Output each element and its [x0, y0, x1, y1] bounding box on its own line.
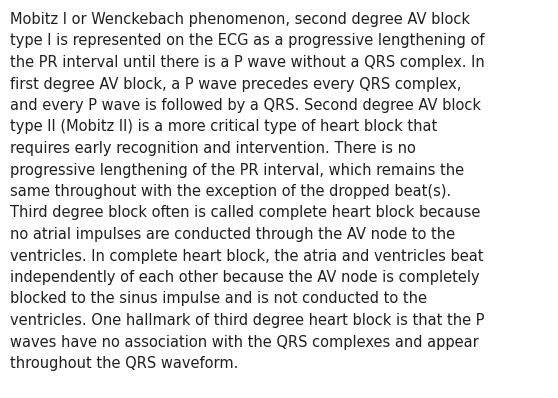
Text: throughout the QRS waveform.: throughout the QRS waveform.	[10, 356, 238, 371]
Text: and every P wave is followed by a QRS. Second degree AV block: and every P wave is followed by a QRS. S…	[10, 98, 481, 113]
Text: ventricles. In complete heart block, the atria and ventricles beat: ventricles. In complete heart block, the…	[10, 248, 483, 263]
Text: progressive lengthening of the PR interval, which remains the: progressive lengthening of the PR interv…	[10, 162, 464, 178]
Text: first degree AV block, a P wave precedes every QRS complex,: first degree AV block, a P wave precedes…	[10, 76, 461, 92]
Text: the PR interval until there is a P wave without a QRS complex. In: the PR interval until there is a P wave …	[10, 55, 485, 70]
Text: blocked to the sinus impulse and is not conducted to the: blocked to the sinus impulse and is not …	[10, 291, 427, 306]
Text: waves have no association with the QRS complexes and appear: waves have no association with the QRS c…	[10, 334, 479, 349]
Text: no atrial impulses are conducted through the AV node to the: no atrial impulses are conducted through…	[10, 227, 455, 242]
Text: ventricles. One hallmark of third degree heart block is that the P: ventricles. One hallmark of third degree…	[10, 313, 484, 328]
Text: Mobitz I or Wenckebach phenomenon, second degree AV block: Mobitz I or Wenckebach phenomenon, secon…	[10, 12, 470, 27]
Text: type I is represented on the ECG as a progressive lengthening of: type I is represented on the ECG as a pr…	[10, 33, 484, 49]
Text: type II (Mobitz II) is a more critical type of heart block that: type II (Mobitz II) is a more critical t…	[10, 119, 437, 135]
Text: same throughout with the exception of the dropped beat(s).: same throughout with the exception of th…	[10, 184, 451, 199]
Text: requires early recognition and intervention. There is no: requires early recognition and intervent…	[10, 141, 416, 156]
Text: Third degree block often is called complete heart block because: Third degree block often is called compl…	[10, 205, 480, 220]
Text: independently of each other because the AV node is completely: independently of each other because the …	[10, 270, 480, 285]
